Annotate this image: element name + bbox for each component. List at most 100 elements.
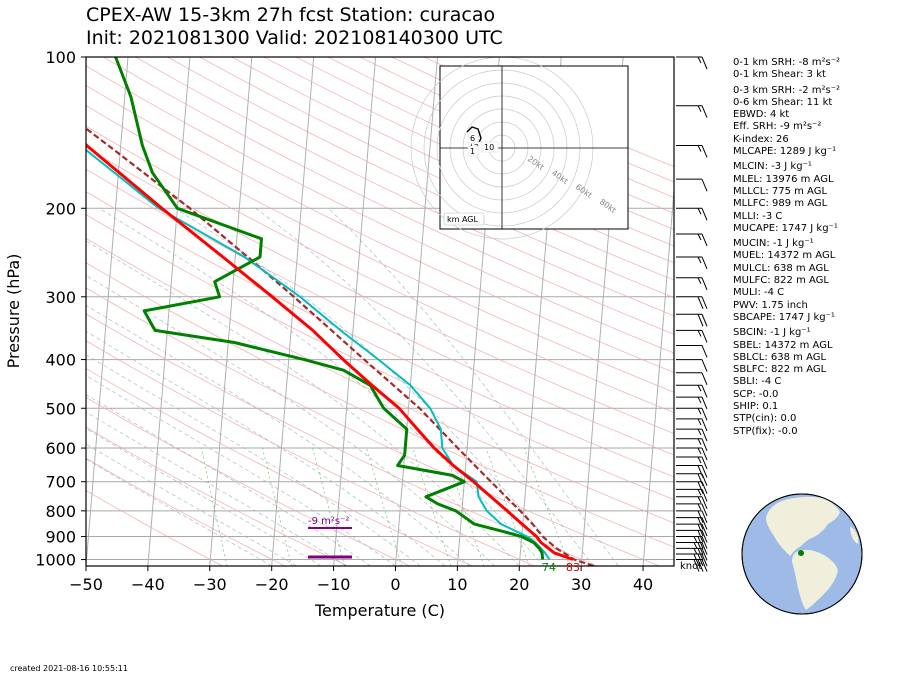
mixing-ratio-line xyxy=(443,447,485,566)
moist-adiabat xyxy=(86,240,520,566)
wind-barb-half-flag xyxy=(697,503,702,511)
index-row: MULCL: 638 m AGL xyxy=(733,262,829,274)
wind-barb xyxy=(676,529,708,543)
wind-barb xyxy=(676,559,708,572)
isotherm xyxy=(394,57,438,566)
x-tick-label: 20 xyxy=(509,575,529,594)
wind-barb-flag xyxy=(701,481,708,494)
dry-adiabat xyxy=(86,237,674,524)
wind-barb-flag xyxy=(697,296,704,309)
index-row: MLCAPE: 1289 J kg⁻¹ xyxy=(733,146,837,158)
wind-barb-flag xyxy=(693,553,700,567)
wind-barb-flag xyxy=(701,256,708,270)
wind-barb-flag xyxy=(701,385,708,398)
plot-frame xyxy=(85,56,675,567)
wind-barb xyxy=(676,329,708,343)
wind-barb xyxy=(676,207,708,221)
dry-adiabat xyxy=(86,125,674,414)
wind-barb xyxy=(676,296,708,309)
wind-barb-flag xyxy=(701,208,708,221)
wind-barb-flag xyxy=(701,553,708,567)
mixing-ratio-line xyxy=(485,447,530,566)
index-row: 0-6 km Shear: 11 kt xyxy=(733,96,833,108)
mixing-ratio-line xyxy=(262,448,292,566)
wind-barb-half-flag xyxy=(697,145,702,152)
index-row: SBCIN: -1 J kg⁻¹ xyxy=(733,327,811,339)
y-tick-label: 200 xyxy=(45,199,76,218)
wind-barb xyxy=(676,344,708,358)
dry-adiabat xyxy=(103,57,674,335)
hodograph-height-box xyxy=(481,141,499,153)
index-row: MULFC: 822 m AGL xyxy=(733,275,829,287)
index-row: 0-1 km SRH: -8 m²s⁻² xyxy=(733,57,840,68)
index-row: MLLCL: 775 m AGL xyxy=(733,185,828,197)
dry-adiabat xyxy=(231,57,674,264)
wind-barb xyxy=(676,407,708,421)
isotherm xyxy=(209,57,253,566)
wind-barb xyxy=(676,496,708,509)
wind-barb-flag xyxy=(701,510,708,524)
wind-barb-flag xyxy=(693,559,700,572)
wind-barb xyxy=(676,542,708,555)
mixing-ratio-line xyxy=(523,447,571,566)
wind-barb-half-flag xyxy=(697,447,702,455)
dry-adiabat xyxy=(86,490,223,566)
index-row: Eff. SRH: -9 m²s⁻² xyxy=(733,121,822,133)
hodograph-legend-box xyxy=(443,212,485,226)
wind-barb xyxy=(676,178,708,192)
index-row: MULI: -4 C xyxy=(733,287,785,299)
wind-barb-flag xyxy=(701,396,708,410)
x-tick-label: 0 xyxy=(390,575,400,594)
wind-barb-flag xyxy=(701,456,708,470)
wind-barb-half-flag xyxy=(693,548,698,555)
wind-barb xyxy=(676,523,708,537)
wind-barb-flag xyxy=(701,465,708,478)
wind-barb xyxy=(676,510,708,524)
srh-bar-label: -9 m²s⁻² xyxy=(308,516,349,527)
index-row: MLLI: -3 C xyxy=(733,210,783,222)
wind-barb-half-flag xyxy=(697,277,702,285)
wind-barb xyxy=(676,473,708,486)
isotherm xyxy=(86,57,129,566)
wind-barb-flag xyxy=(701,473,708,486)
wind-barb-half-flag xyxy=(697,56,702,64)
wind-barb xyxy=(676,536,708,549)
wind-barb-flag xyxy=(697,465,704,478)
dry-adiabat xyxy=(86,214,674,501)
index-row: K-index: 26 xyxy=(733,133,789,145)
dry-adiabat xyxy=(86,191,674,478)
station-marker xyxy=(798,550,804,556)
wind-barb xyxy=(676,105,708,118)
index-row: MUCIN: -1 J kg⁻¹ xyxy=(733,238,814,250)
wind-barb xyxy=(676,447,708,461)
index-row: STP(fix): -0.0 xyxy=(733,425,798,437)
wind-barb-flag xyxy=(697,517,704,530)
isotherm xyxy=(271,57,315,566)
moist-adiabat xyxy=(98,208,545,566)
index-row: SBLCL: 638 m AGL xyxy=(733,351,827,363)
wind-barb-flag xyxy=(697,473,704,486)
south-america-land xyxy=(792,549,838,610)
y-axis-label: Pressure (hPa) xyxy=(4,254,23,369)
x-tick-label: −20 xyxy=(255,575,289,594)
wind-barb-half-flag xyxy=(697,233,702,241)
index-row: MLLFC: 989 m AGL xyxy=(733,198,828,210)
y-tick-label: 300 xyxy=(45,288,76,307)
wind-barb xyxy=(676,547,708,561)
hodograph-height-label: 6 xyxy=(470,134,475,143)
wind-barb-flag xyxy=(701,372,708,385)
y-tick-label: 1000 xyxy=(35,551,76,570)
y-tick-label: 700 xyxy=(45,473,76,492)
index-row: STP(cin): 0.0 xyxy=(733,413,797,425)
dry-adiabat xyxy=(86,105,674,393)
wind-barb-flag xyxy=(701,145,708,158)
wind-barb xyxy=(676,428,708,442)
wind-barb-half-flag xyxy=(697,208,702,215)
wind-barb xyxy=(676,313,708,327)
wind-barb-half-flag xyxy=(697,438,702,445)
wind-barb-flag xyxy=(697,481,704,494)
globe-map xyxy=(741,493,863,615)
wind-barb xyxy=(676,396,708,410)
wind-units-label: knot xyxy=(680,561,702,572)
